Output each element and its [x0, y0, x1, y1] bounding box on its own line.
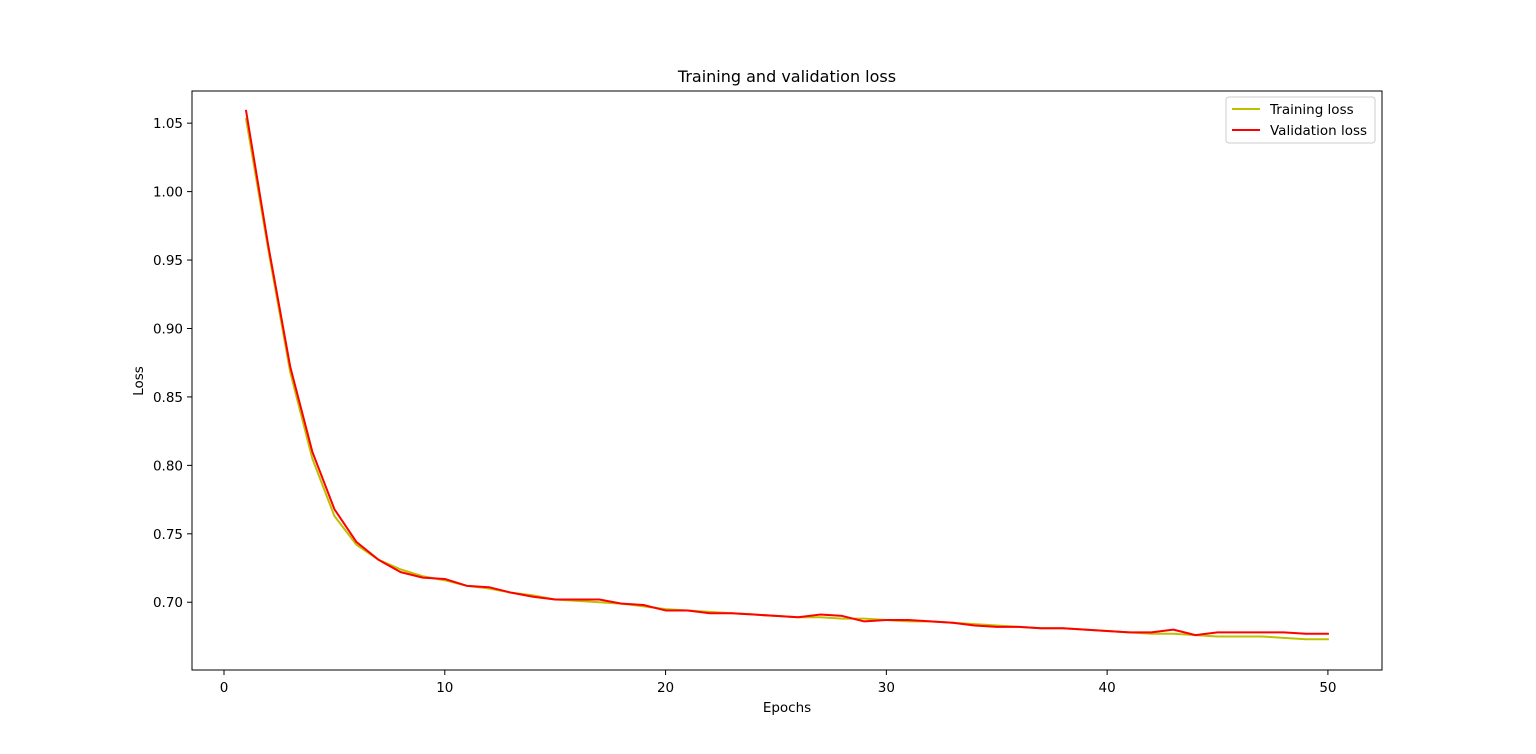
y-axis-label: Loss	[131, 366, 147, 396]
legend-box	[1225, 96, 1376, 144]
x-tick-label: 10	[436, 680, 453, 696]
y-tick-label: 0.75	[153, 527, 183, 543]
x-tick-label: 40	[1099, 680, 1116, 696]
y-tick-label: 1.05	[153, 116, 183, 132]
x-tick-label: 50	[1319, 680, 1336, 696]
plot-area	[192, 91, 1382, 670]
y-tick-label: 0.80	[153, 458, 183, 474]
legend-label-training: Training loss	[1269, 102, 1354, 118]
legend-label-validation: Validation loss	[1270, 123, 1367, 139]
y-tick-label: 0.95	[153, 253, 183, 269]
x-tick-label: 30	[878, 680, 895, 696]
legend: Training loss Validation loss	[1225, 96, 1376, 144]
x-axis: 0 10 20 30 40 50	[220, 670, 1337, 696]
y-axis: 0.70 0.75 0.80 0.85 0.90 0.95 1.00 1.05	[153, 116, 192, 611]
x-tick-label: 20	[657, 680, 674, 696]
x-tick-label: 0	[220, 680, 229, 696]
y-tick-label: 0.70	[153, 595, 183, 611]
y-tick-label: 1.00	[153, 185, 183, 201]
y-tick-label: 0.90	[153, 321, 183, 337]
plot-frame	[191, 90, 1383, 671]
series-line-validation-loss	[244, 109, 1329, 637]
y-tick-label: 0.85	[153, 390, 183, 406]
chart-title: Training and validation loss	[677, 67, 896, 86]
x-axis-label: Epochs	[763, 700, 811, 716]
series-layer	[244, 109, 1329, 641]
